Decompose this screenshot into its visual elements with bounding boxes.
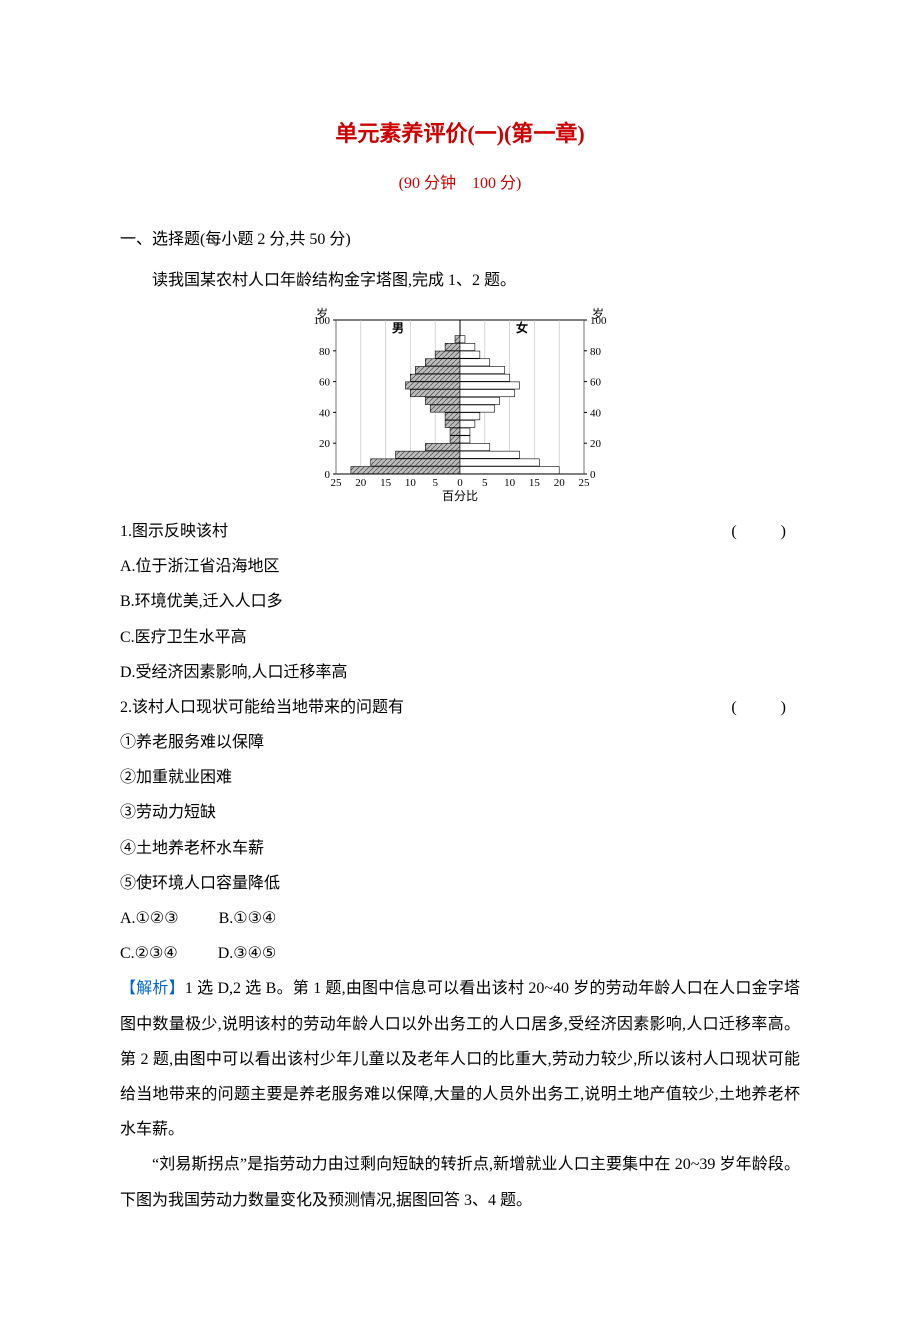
analysis-label: 【解析】 <box>120 980 185 997</box>
q1-stem-row: 1.图示反映该村 ( ) <box>120 514 800 549</box>
svg-text:5: 5 <box>432 477 438 489</box>
q1-paren: ( ) <box>731 514 800 549</box>
pyramid-chart-container: 2520151050510152025百分比002020404060608080… <box>120 306 800 506</box>
q1-2-intro: 读我国某农村人口年龄结构金字塔图,完成 1、2 题。 <box>120 263 800 298</box>
q2-item-1: ①养老服务难以保障 <box>120 725 800 760</box>
svg-text:10: 10 <box>504 477 515 489</box>
svg-text:80: 80 <box>319 346 331 358</box>
svg-text:男: 男 <box>392 321 404 335</box>
q1-stem: 1.图示反映该村 <box>120 514 228 549</box>
svg-text:20: 20 <box>319 438 331 450</box>
svg-text:岁: 岁 <box>316 306 328 321</box>
q1-option-a: A.位于浙江省沿海地区 <box>120 549 800 584</box>
q2-item-5: ⑤使环境人口容量降低 <box>120 866 800 901</box>
section-1-heading: 一、选择题(每小题 2 分,共 50 分) <box>120 222 800 257</box>
q2-option-a: A.①②③ <box>120 901 179 936</box>
q2-options-row-2: C.②③④ D.③④⑤ <box>120 936 800 971</box>
q2-paren: ( ) <box>731 690 800 725</box>
q1-option-c: C.医疗卫生水平高 <box>120 620 800 655</box>
svg-text:40: 40 <box>319 407 331 419</box>
svg-text:25: 25 <box>579 477 591 489</box>
q2-stem: 2.该村人口现状可能给当地带来的问题有 <box>120 690 404 725</box>
doc-title: 单元素养评价(一)(第一章) <box>120 110 800 158</box>
analysis-paragraph: 【解析】1 选 D,2 选 B。第 1 题,由图中信息可以看出该村 20~40 … <box>120 971 800 1147</box>
q2-item-4: ④土地养老杯水车薪 <box>120 831 800 866</box>
svg-text:25: 25 <box>331 477 343 489</box>
q2-item-2: ②加重就业困难 <box>120 760 800 795</box>
doc-subtitle: (90 分钟 100 分) <box>120 166 800 201</box>
svg-text:10: 10 <box>405 477 417 489</box>
svg-text:0: 0 <box>590 469 596 481</box>
svg-text:女: 女 <box>516 320 528 335</box>
q2-option-c: C.②③④ <box>120 936 178 971</box>
svg-text:百分比: 百分比 <box>442 489 478 503</box>
population-pyramid-chart: 2520151050510152025百分比002020404060608080… <box>300 306 620 506</box>
svg-text:40: 40 <box>590 407 602 419</box>
page: 单元素养评价(一)(第一章) (90 分钟 100 分) 一、选择题(每小题 2… <box>0 0 920 1318</box>
svg-text:20: 20 <box>590 438 602 450</box>
svg-text:80: 80 <box>590 346 602 358</box>
q2-option-d: D.③④⑤ <box>218 936 277 971</box>
svg-text:0: 0 <box>457 477 463 489</box>
svg-text:15: 15 <box>529 477 541 489</box>
svg-text:15: 15 <box>380 477 392 489</box>
q2-options-row-1: A.①②③ B.①③④ <box>120 901 800 936</box>
svg-text:0: 0 <box>325 469 331 481</box>
svg-text:60: 60 <box>590 377 602 389</box>
q3-4-intro: “刘易斯拐点”是指劳动力由过剩向短缺的转折点,新增就业人口主要集中在 20~39… <box>120 1147 800 1217</box>
svg-text:20: 20 <box>355 477 367 489</box>
q1-option-d: D.受经济因素影响,人口迁移率高 <box>120 655 800 690</box>
q2-stem-row: 2.该村人口现状可能给当地带来的问题有 ( ) <box>120 690 800 725</box>
q1-option-b: B.环境优美,迁入人口多 <box>120 584 800 619</box>
q2-option-b: B.①③④ <box>219 901 277 936</box>
svg-text:20: 20 <box>554 477 566 489</box>
svg-text:岁: 岁 <box>592 306 604 321</box>
svg-text:60: 60 <box>319 377 331 389</box>
analysis-text: 1 选 D,2 选 B。第 1 题,由图中信息可以看出该村 20~40 岁的劳动… <box>120 980 800 1138</box>
q2-item-3: ③劳动力短缺 <box>120 795 800 830</box>
svg-text:5: 5 <box>482 477 488 489</box>
